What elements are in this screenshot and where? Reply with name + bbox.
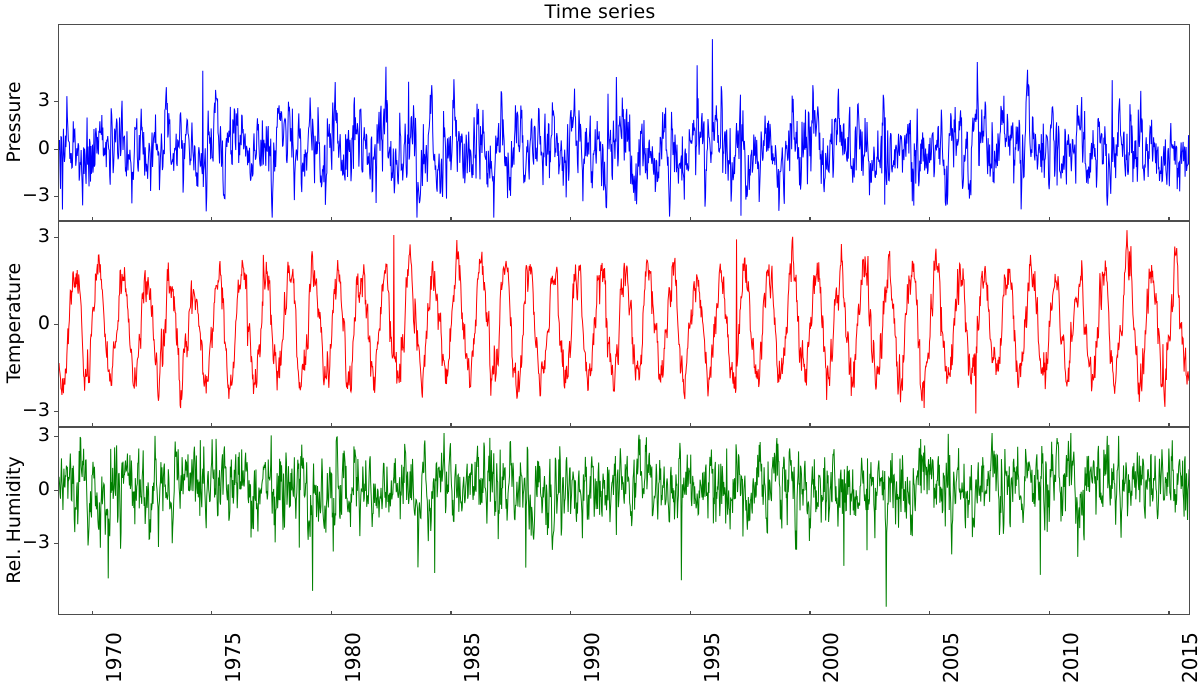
plot-panel-temperature	[58, 221, 1190, 427]
x-tick-label: 1995	[699, 632, 724, 683]
x-tick-mark	[91, 611, 93, 615]
x-tick-mark	[450, 423, 452, 427]
x-tick-label: 2010	[1058, 632, 1083, 683]
x-tick-mark	[211, 423, 213, 427]
series-plot	[59, 230, 1189, 414]
chart-title: Time series	[544, 1, 656, 23]
y-tick-label: −3	[21, 399, 50, 422]
x-tick-mark	[330, 611, 332, 615]
x-tick-mark	[1168, 217, 1170, 221]
x-tick-mark	[929, 423, 931, 427]
series-line	[59, 432, 1189, 607]
y-tick-label: 3	[37, 89, 50, 112]
x-tick-label: 2005	[939, 632, 964, 683]
y-tick-mark	[54, 195, 58, 197]
y-tick-mark	[54, 148, 58, 150]
x-tick-mark	[809, 217, 811, 221]
x-tick-mark	[689, 611, 691, 615]
x-tick-mark	[91, 217, 93, 221]
x-tick-mark	[809, 611, 811, 615]
x-tick-mark	[689, 217, 691, 221]
y-tick-mark	[54, 411, 58, 413]
y-tick-label: 3	[37, 224, 50, 247]
x-tick-mark	[1048, 611, 1050, 615]
x-tick-mark	[809, 423, 811, 427]
x-tick-label: 1970	[101, 632, 126, 683]
y-tick-mark	[54, 435, 58, 438]
plot-panel-pressure	[58, 24, 1190, 221]
x-tick-mark	[570, 611, 572, 615]
y-tick-mark	[54, 236, 58, 239]
x-tick-mark	[929, 217, 931, 221]
plot-panel-rel-humidity	[58, 427, 1190, 615]
x-tick-mark	[330, 217, 332, 221]
y-tick-mark	[54, 101, 58, 103]
x-tick-label: 2000	[819, 632, 844, 683]
x-tick-mark	[929, 611, 931, 615]
y-tick-mark	[54, 543, 58, 545]
x-tick-mark	[1168, 423, 1170, 427]
x-tick-mark	[570, 217, 572, 221]
x-tick-mark	[1168, 611, 1170, 615]
x-tick-mark	[450, 217, 452, 221]
x-tick-label: 1975	[221, 632, 246, 683]
series-plot	[59, 39, 1189, 218]
x-tick-mark	[211, 217, 213, 221]
series-line	[59, 230, 1189, 414]
series-line	[59, 39, 1189, 218]
x-tick-mark	[211, 611, 213, 615]
y-tick-label: 0	[37, 312, 50, 334]
y-tick-label: 0	[37, 136, 50, 159]
y-tick-label: −3	[21, 531, 50, 554]
x-tick-label: 1990	[580, 632, 605, 683]
x-tick-mark	[570, 423, 572, 427]
y-tick-mark	[54, 489, 58, 491]
x-tick-mark	[1048, 217, 1050, 221]
series-plot	[59, 432, 1189, 607]
x-tick-label: 2015	[1178, 632, 1200, 683]
x-tick-label: 1985	[460, 632, 485, 683]
y-tick-label: −3	[21, 183, 50, 206]
y-tick-mark	[54, 324, 58, 326]
x-tick-label: 1980	[340, 632, 365, 683]
y-tick-label: 3	[37, 423, 50, 446]
y-tick-label: 0	[37, 477, 50, 500]
x-tick-mark	[450, 611, 452, 615]
x-tick-mark	[1048, 423, 1050, 427]
x-tick-mark	[689, 423, 691, 427]
x-tick-mark	[91, 423, 93, 427]
x-tick-mark	[330, 423, 332, 427]
